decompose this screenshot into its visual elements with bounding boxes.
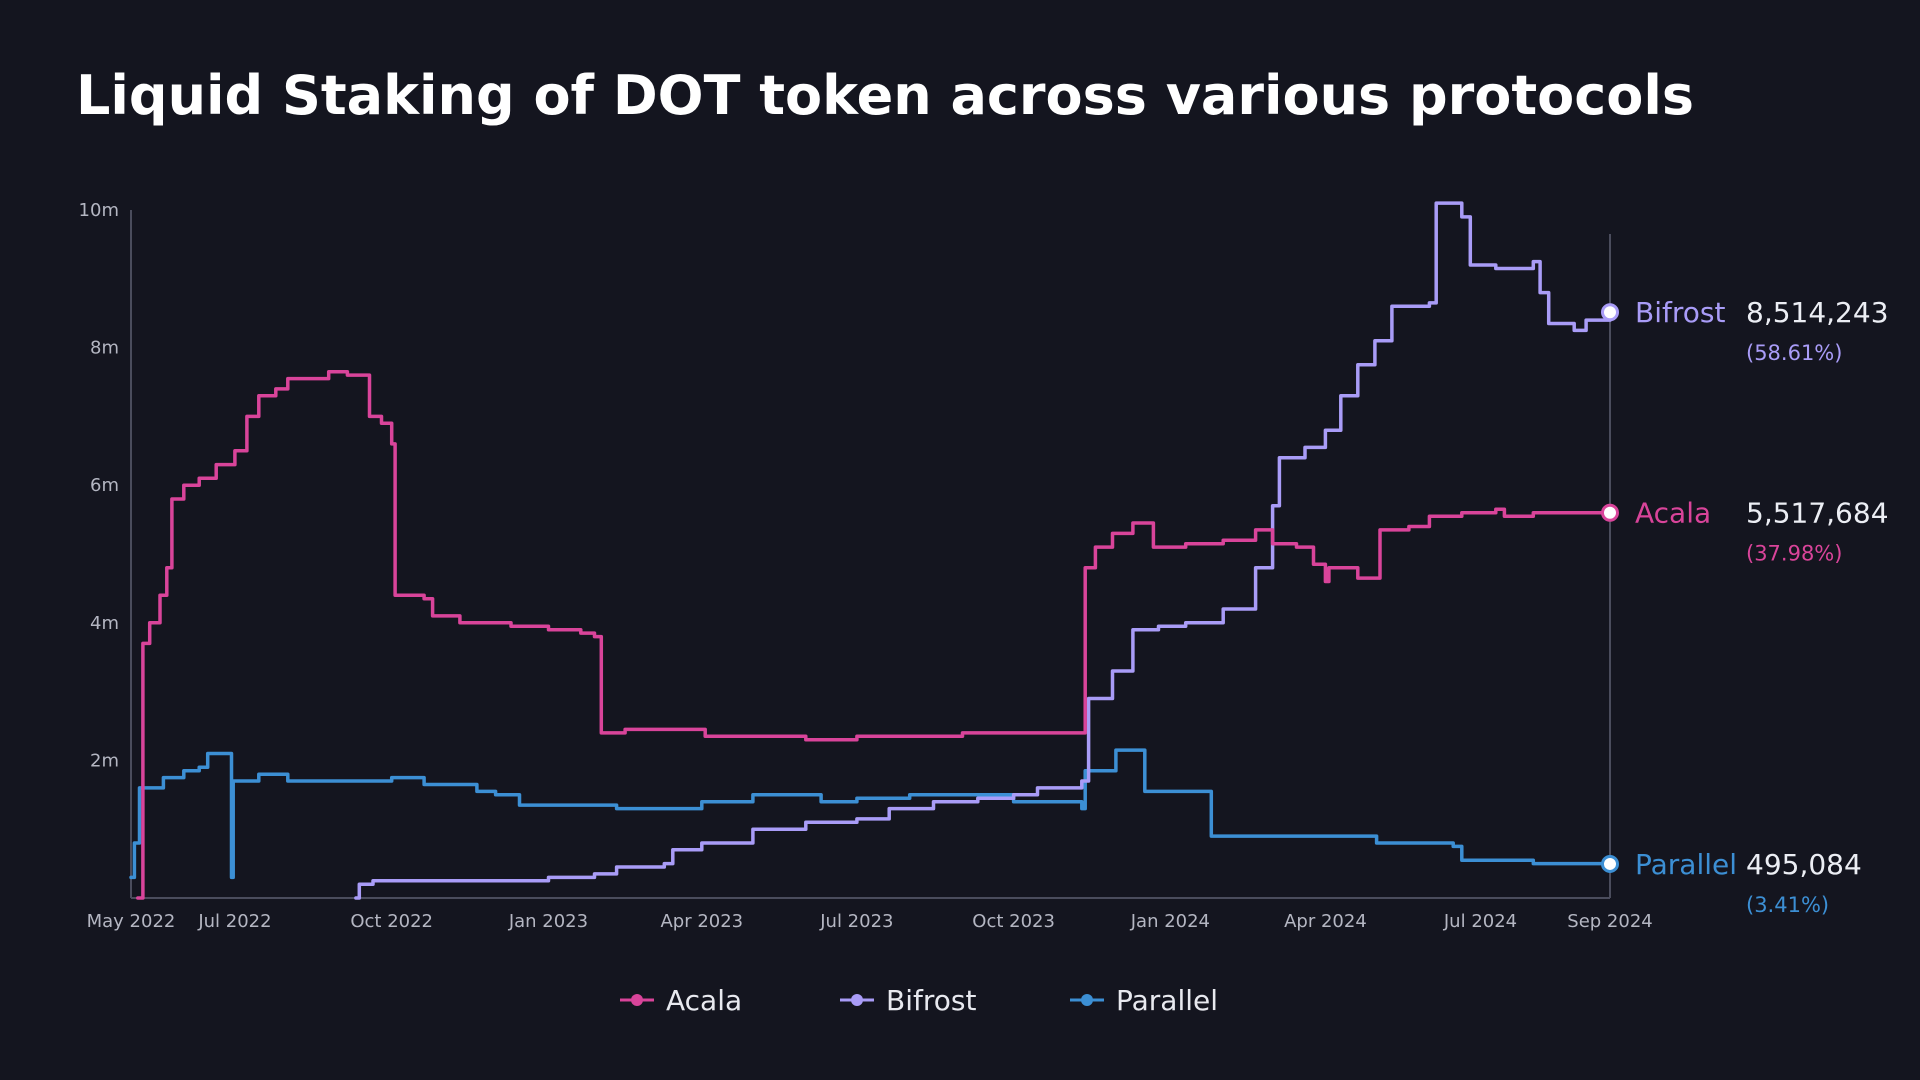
legend-item-label: Bifrost xyxy=(886,984,976,1017)
x-axis-ticks: May 2022 Jul 2022 Oct 2022 Jan 2023 Apr 2023… xyxy=(87,911,1653,932)
x-tick-label: May 2022 xyxy=(87,911,176,932)
end-point-parallel xyxy=(1601,854,1619,873)
end-label-value: 8,514,243 xyxy=(1746,296,1889,329)
legend-swatch-dot xyxy=(851,994,863,1006)
end-label-value: 5,517,684 xyxy=(1746,497,1889,530)
x-tick-label: Apr 2024 xyxy=(1284,911,1367,932)
end-label-name: Bifrost xyxy=(1635,296,1725,329)
x-tick-label: Apr 2023 xyxy=(660,911,743,932)
end-label-name: Acala xyxy=(1635,497,1711,530)
series-lines xyxy=(129,201,1612,900)
x-tick-label: Jul 2023 xyxy=(819,911,893,932)
x-tick-label: Oct 2022 xyxy=(350,911,433,932)
y-tick-label: 6m xyxy=(90,475,119,496)
legend-swatch-dot xyxy=(631,994,643,1006)
end-label-share: (58.61%) xyxy=(1746,341,1842,365)
x-tick-label: Jul 2024 xyxy=(1443,911,1517,932)
end-label-name: Parallel xyxy=(1635,848,1737,881)
end-label-value: 495,084 xyxy=(1746,848,1862,881)
x-tick-label: Oct 2023 xyxy=(972,911,1055,932)
y-axis-ticks: 2m 4m 6m 8m 10m xyxy=(79,200,119,771)
x-tick-label: Jan 2023 xyxy=(508,911,588,932)
legend: Acala Bifrost Parallel xyxy=(620,984,1218,1017)
series-line-parallel xyxy=(129,748,1612,880)
series-line-bifrost xyxy=(354,201,1612,900)
end-label-share: (37.98%) xyxy=(1746,542,1842,566)
y-tick-label: 10m xyxy=(79,200,119,221)
legend-item-label: Parallel xyxy=(1116,984,1218,1017)
chart-title: Liquid Staking of DOT token across vario… xyxy=(76,64,1694,127)
end-point-acala xyxy=(1601,503,1619,522)
legend-item-label: Acala xyxy=(666,984,742,1017)
series-line-acala xyxy=(136,369,1612,900)
end-label-share: (3.41%) xyxy=(1746,893,1829,917)
x-tick-label: Sep 2024 xyxy=(1567,911,1652,932)
end-point-bifrost xyxy=(1601,303,1619,322)
y-tick-label: 2m xyxy=(90,750,119,771)
legend-swatch-dot xyxy=(1081,994,1093,1006)
x-tick-label: Jul 2022 xyxy=(197,911,271,932)
end-value-labels: Acala 5,517,684 (37.98%) Bifrost 8,514,243 (5… xyxy=(1601,296,1889,917)
y-tick-label: 8m xyxy=(90,338,119,359)
y-tick-label: 4m xyxy=(90,613,119,634)
x-tick-label: Jan 2024 xyxy=(1130,911,1210,932)
